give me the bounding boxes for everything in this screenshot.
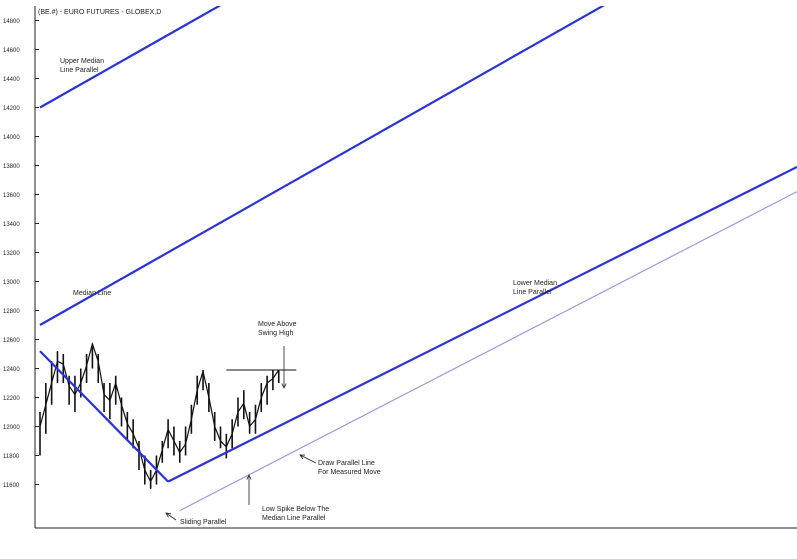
annotation-line: Upper Median — [60, 58, 104, 65]
annotation-line: Line Parallel — [513, 289, 552, 296]
annotation-label: Move Above Swing High — [258, 321, 297, 337]
annotation-label: Median Line — [73, 290, 111, 297]
arrow-shaft — [165, 512, 177, 521]
sliding-parallel-arrow — [165, 512, 177, 521]
y-tick-label: 13200 — [3, 251, 20, 257]
y-tick-label: 12200 — [3, 396, 20, 402]
annotation-label: Draw Parallel Line For Measured Move — [318, 460, 381, 476]
arrow-head — [281, 383, 287, 389]
arrow-head — [299, 454, 306, 460]
y-tick-label: 12000 — [3, 425, 20, 431]
y-tick-label: 12800 — [3, 309, 20, 315]
y-tick-label: 14000 — [3, 135, 20, 141]
arrow-head — [246, 474, 252, 480]
annotation-label: Low Spike Below The Median Line Parallel — [262, 506, 329, 522]
annotation-line: Lower Median — [513, 280, 557, 287]
downtrend-line — [39, 350, 169, 483]
annotation-line: Line Parallel — [60, 67, 99, 74]
annotation-line: Sliding Parallel — [180, 519, 227, 526]
y-tick-label: 13400 — [3, 222, 20, 228]
annotation-line: For Measured Move — [318, 469, 381, 476]
price-series-line — [39, 341, 280, 483]
y-tick-label: 14600 — [3, 48, 20, 54]
y-tick-label: 13600 — [3, 193, 20, 199]
plot-area — [39, 6, 797, 512]
annotation-line: Low Spike Below The — [262, 506, 329, 513]
y-tick-label: 14800 — [3, 19, 20, 25]
arrow-head — [165, 512, 171, 518]
annotation-line: Swing High — [258, 330, 294, 337]
upper-median-line-parallel — [39, 6, 222, 109]
annotation-line: Median Line Parallel — [262, 515, 326, 522]
y-tick-label: 12600 — [3, 338, 20, 344]
y-tick-label: 12400 — [3, 367, 20, 373]
y-tick-label: 11800 — [3, 454, 20, 460]
y-tick-label: 14200 — [3, 106, 20, 112]
annotation-label: Sliding Parallel — [180, 519, 227, 526]
y-axis-ticks: 14800 14600 14400 14200 14000 13800 13600 13400… — [3, 19, 39, 489]
annotation-line: Move Above — [258, 321, 297, 328]
annotation-label: Lower Median Line Parallel — [513, 280, 557, 296]
sliding-parallel-line — [179, 191, 797, 512]
annotation-line: Median Line — [73, 290, 111, 297]
low-spike-arrow — [246, 474, 252, 505]
annotation-line: Draw Parallel Line — [318, 460, 375, 467]
chart-title: (BE.#) - EURO FUTURES - GLOBEX,D — [38, 9, 161, 16]
arrow-shaft — [299, 454, 317, 464]
lower-median-line-parallel — [167, 165, 797, 483]
move-above-arrow — [281, 346, 287, 389]
annotation-label: Upper Median Line Parallel — [60, 58, 104, 74]
y-tick-label: 13800 — [3, 164, 20, 170]
y-tick-label: 14400 — [3, 77, 20, 83]
annotations: Upper Median Line Parallel Median Line Lowe… — [60, 58, 557, 526]
y-tick-label: 13000 — [3, 280, 20, 286]
draw-parallel-arrow — [299, 454, 317, 464]
median-line — [39, 6, 605, 326]
y-tick-label: 11600 — [3, 483, 20, 489]
